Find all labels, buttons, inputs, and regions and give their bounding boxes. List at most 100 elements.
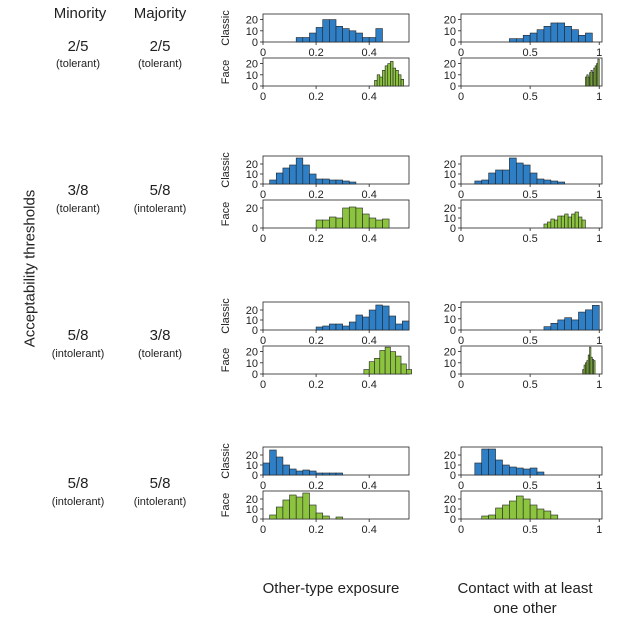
r2-exposure-face-frame: [262, 345, 410, 375]
r3-exposure-classic-bar-8: [315, 472, 324, 476]
r3-contact-face-xtick-label-0.5: 0.5: [522, 524, 537, 536]
r0-contact-face-xtick-label-1: 1: [596, 91, 602, 103]
r2-contact-classic-frame: [460, 301, 603, 331]
r3-exposure-classic-xtick-label-0.2: 0.2: [308, 480, 323, 492]
r3-exposure-classic-bar-2: [275, 456, 284, 476]
r0-contact-face-ytick-label-20: 20: [444, 59, 456, 71]
r0-contact-classic-ytick-label-0: 0: [450, 37, 456, 49]
row-3-minority: 5/8: [67, 475, 89, 492]
r2-contact-face-bar-8: [593, 360, 596, 375]
r1-contact-classic-bar-0: [474, 180, 483, 185]
r3-exposure-face-bar-5: [302, 492, 310, 520]
r1-exposure-classic-xtick-label-0.4: 0.4: [362, 189, 377, 201]
row-2-majority-tag: (tolerant): [137, 348, 183, 360]
r3-contact-face-bar-7: [529, 504, 538, 520]
r0-exposure-face-xtick-label-0.2: 0.2: [308, 91, 323, 103]
r3-exposure-classic-panel-label: Classic: [220, 443, 232, 479]
r0-exposure-classic-bar-12: [375, 28, 383, 43]
r3-contact-face-bar-10: [550, 514, 559, 520]
r3-exposure-classic-bar-1: [269, 449, 277, 476]
r1-exposure-face-xtick-label-0: 0: [260, 233, 266, 245]
r3-contact-classic-bar-5: [509, 466, 517, 476]
r1-contact-face-frame: [460, 199, 603, 229]
r1-exposure-face-bar-2: [329, 216, 337, 229]
x-title-contact-line2: one other: [493, 600, 557, 617]
r1-exposure-face-bar-5: [348, 206, 357, 229]
r1-exposure-classic-ytick-label-10: 10: [246, 169, 258, 181]
r3-contact-classic-ytick-label-0: 0: [450, 470, 456, 482]
r1-exposure-classic-bar-3: [289, 164, 297, 185]
r3-contact-face-bar-0: [481, 515, 489, 520]
r3-exposure-face-ytick-label-0: 0: [252, 514, 258, 526]
r3-exposure-classic-bar-5: [295, 470, 304, 476]
r2-exposure-face-xtick-label-0.4: 0.4: [362, 379, 377, 391]
r3-contact-classic-bar-3: [495, 459, 503, 476]
r2-exposure-classic-bar-2: [329, 323, 337, 331]
r0-contact-classic-bar-2: [522, 34, 531, 43]
r2-contact-face-xtick-label-1: 1: [596, 379, 602, 391]
r1-exposure-classic-bar-12: [348, 181, 357, 185]
r2-exposure-face-xtick-label-0.2: 0.2: [308, 379, 323, 391]
r0-exposure-face-ytick-label-0: 0: [252, 81, 258, 93]
r1-exposure-classic-ytick-label-20: 20: [246, 159, 258, 171]
r1-contact-face-ytick-label-10: 10: [444, 213, 456, 225]
r0-exposure-face-panel-label: Face: [220, 60, 232, 84]
r0-exposure-classic-panel-label: Classic: [220, 10, 232, 46]
r3-exposure-classic-ytick-label-20: 20: [246, 450, 258, 462]
r0-exposure-face-frame: [262, 57, 410, 87]
r0-contact-classic-xtick-label-1: 1: [596, 47, 602, 59]
r2-contact-classic-ytick-label-10: 10: [444, 314, 456, 326]
r0-exposure-classic-xtick-label-0: 0: [260, 47, 266, 59]
r1-exposure-face-bar-3: [335, 217, 343, 229]
r1-contact-classic-bar-10: [543, 179, 552, 185]
r3-exposure-face-bar-4: [295, 496, 304, 520]
r3-contact-classic-xtick-label-0.5: 0.5: [522, 480, 537, 492]
r1-exposure-classic-bar-6: [309, 173, 317, 185]
r2-exposure-face-panel-label: Face: [220, 348, 232, 372]
r0-exposure-classic-bar-10: [362, 37, 370, 43]
r2-contact-classic-bar-7: [592, 305, 600, 331]
r0-exposure-classic-bar-0: [295, 37, 304, 43]
r3-exposure-classic-xtick-label-0.4: 0.4: [362, 480, 377, 492]
r3-contact-classic-bar-6: [515, 467, 524, 476]
r1-exposure-classic-bar-11: [342, 180, 350, 185]
r3-exposure-face-bar-0: [269, 514, 277, 520]
r3-contact-face-bar-5: [515, 495, 524, 520]
r0-exposure-classic-bar-9: [355, 32, 363, 43]
r3-exposure-face-xtick-label-0: 0: [260, 524, 266, 536]
r1-contact-face-xtick-label-0.5: 0.5: [522, 233, 537, 245]
r2-exposure-classic-xtick-label-0: 0: [260, 335, 266, 347]
r2-contact-face-xtick-label-0.5: 0.5: [522, 379, 537, 391]
r0-exposure-face-ytick-label-10: 10: [246, 70, 258, 82]
r1-contact-face-bar-1: [547, 221, 552, 229]
r2-contact-classic-bar-4: [571, 319, 579, 331]
r0-exposure-face-bar-5: [387, 63, 391, 87]
r1-contact-face-bar-4: [557, 215, 562, 229]
r1-contact-face-bar-7: [567, 216, 572, 229]
r3-contact-face-xtick-label-1: 1: [596, 524, 602, 536]
r1-contact-classic-bar-12: [557, 181, 565, 185]
r0-exposure-face-xtick-label-0.4: 0.4: [362, 91, 377, 103]
r0-contact-face-bar-9: [597, 58, 600, 87]
r2-exposure-face-ytick-label-0: 0: [252, 369, 258, 381]
r3-exposure-face-ytick-label-20: 20: [246, 494, 258, 506]
r1-exposure-classic-ytick-label-0: 0: [252, 179, 258, 191]
r2-exposure-classic-ytick-label-10: 10: [246, 315, 258, 327]
r0-contact-face-xtick-label-0.5: 0.5: [522, 91, 537, 103]
row-0-minority: 2/5: [67, 38, 89, 55]
r0-exposure-face-bar-8: [395, 70, 399, 87]
r3-exposure-classic-bar-11: [335, 472, 343, 476]
r0-contact-face-ytick-label-10: 10: [444, 70, 456, 82]
r2-exposure-face-ytick-label-10: 10: [246, 358, 258, 370]
r0-contact-classic-ytick-label-10: 10: [444, 26, 456, 38]
r3-exposure-classic-xtick-label-0: 0: [260, 480, 266, 492]
r2-exposure-classic-bar-9: [375, 304, 383, 331]
r3-exposure-face-xtick-label-0.2: 0.2: [308, 524, 323, 536]
r0-contact-classic-bar-11: [585, 32, 593, 43]
r1-contact-face-bar-0: [543, 223, 548, 229]
row-3-minority-tag: (intolerant): [51, 496, 105, 508]
x-title-exposure: Other-type exposure: [262, 580, 400, 597]
r1-exposure-classic-bar-8: [322, 178, 330, 185]
r1-exposure-face-bar-7: [362, 213, 370, 229]
